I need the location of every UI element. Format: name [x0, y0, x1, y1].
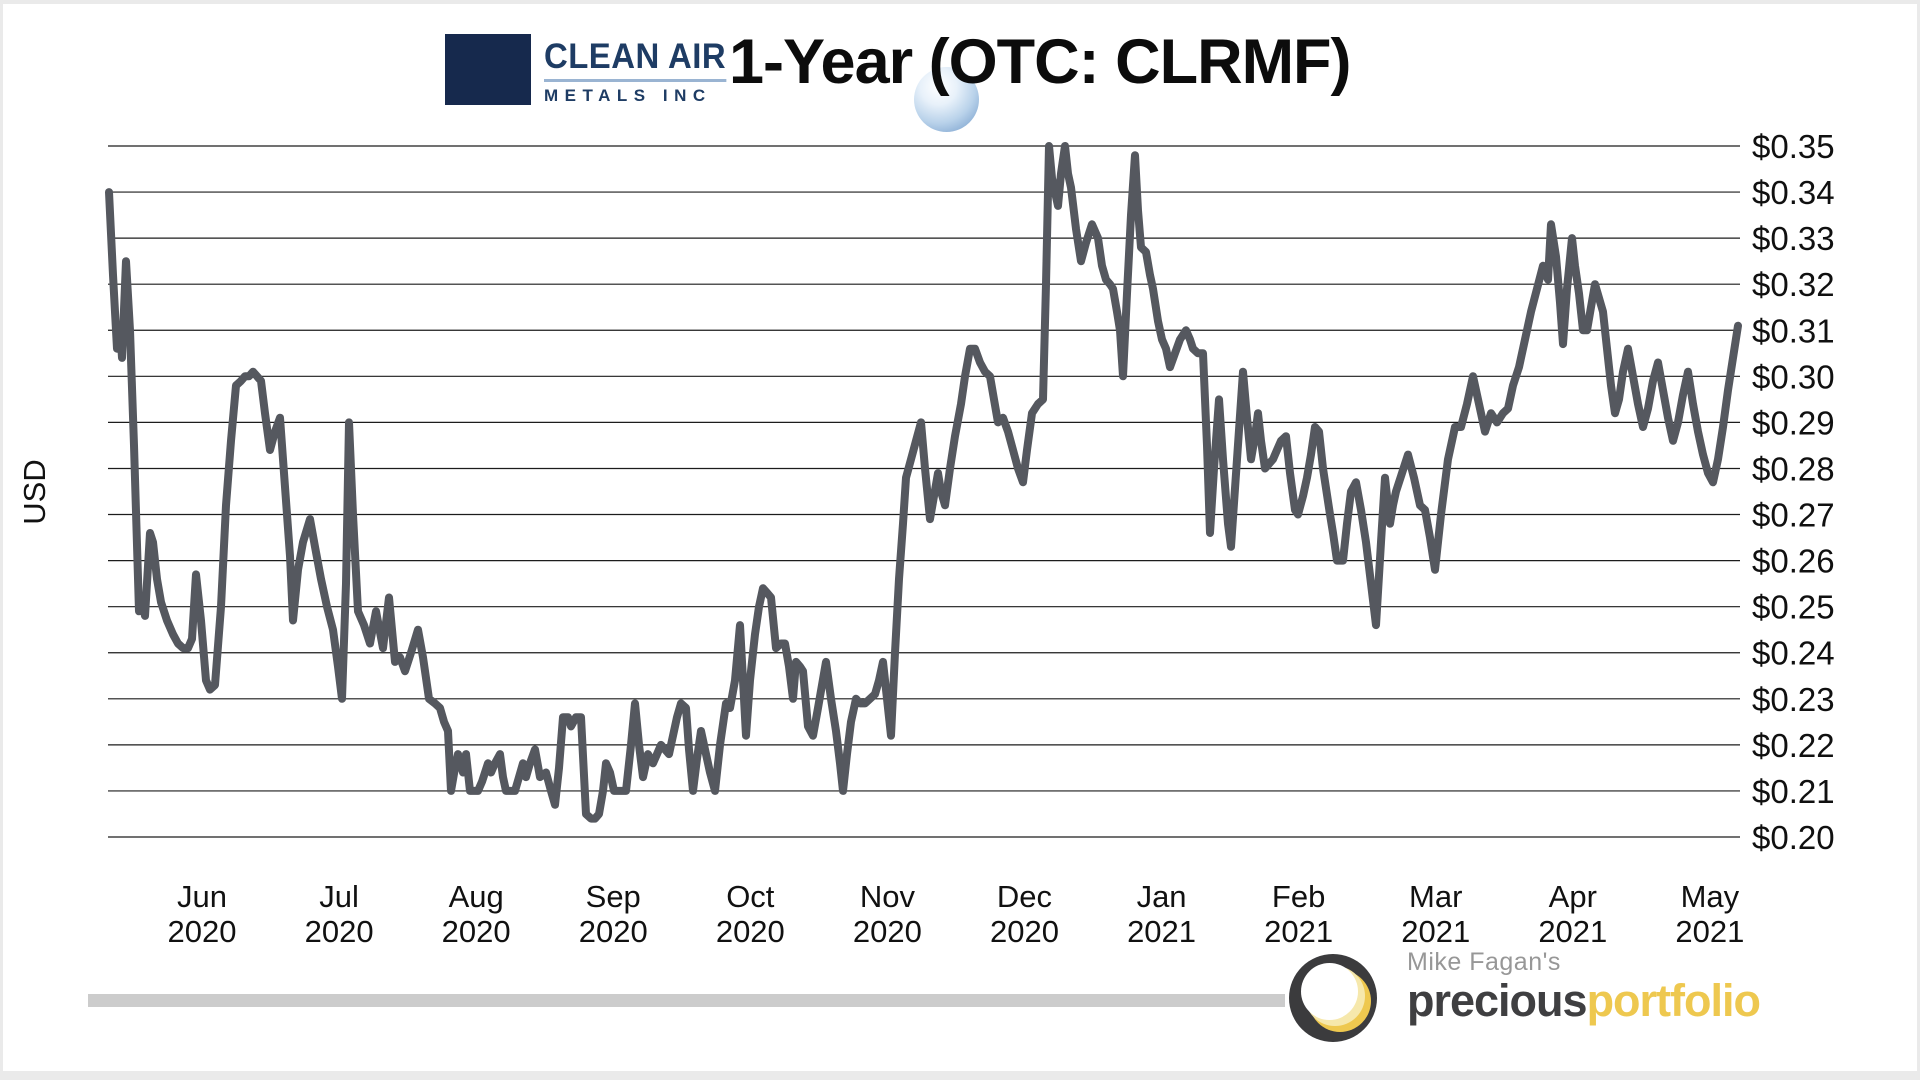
x-tick-label: Feb 2021	[1264, 879, 1333, 949]
price-line-series	[105, 142, 1742, 823]
y-tick-label: $0.22	[1752, 727, 1835, 764]
x-tick-label: May 2021	[1675, 879, 1744, 949]
y-tick-label: $0.24	[1752, 635, 1835, 672]
y-tick-label: $0.27	[1752, 497, 1835, 534]
y-axis-title: USD	[17, 459, 52, 524]
logo-text-block: CLEAN AIR METALS INC	[544, 37, 738, 106]
gridlines	[108, 145, 1740, 838]
brand-name: preciousportfolio	[1407, 975, 1761, 1026]
x-tick-label: Jan 2021	[1127, 879, 1196, 949]
x-axis-labels: Jun 2020 Jul 2020 Aug 2020 Sep 2020 Oct 2020 Nov 20…	[168, 879, 1745, 949]
y-axis-labels: $0.35 $0.34 $0.33 $0.32 $0.31 $0.30 $0.29 $0.28…	[1752, 128, 1835, 856]
x-tick-label: Sep 2020	[579, 879, 648, 949]
y-tick-label: $0.31	[1752, 312, 1835, 349]
y-tick-label: $0.26	[1752, 543, 1835, 580]
x-tick-label: Oct 2020	[716, 879, 785, 949]
x-tick-label: Jul 2020	[305, 879, 374, 949]
attribution-name: Mike Fagan's	[1407, 948, 1561, 976]
x-tick-label: Apr 2021	[1538, 879, 1607, 949]
y-tick-label: $0.29	[1752, 404, 1835, 441]
x-tick-label: Aug 2020	[442, 879, 511, 949]
logo-company-suffix: METALS INC	[544, 86, 712, 105]
clean-air-metals-logo	[445, 34, 979, 132]
precious-portfolio-crescent-icon	[1289, 954, 1377, 1042]
brand-part-portfolio: portfolio	[1586, 975, 1761, 1026]
x-tick-label: Jun 2020	[168, 879, 237, 949]
precious-portfolio-wordmark: Mike Fagan's preciousportfolio	[1407, 948, 1761, 1026]
footer-divider-bar	[88, 994, 1285, 1007]
y-tick-label: $0.35	[1752, 128, 1835, 165]
y-tick-label: $0.21	[1752, 773, 1835, 810]
y-tick-label: $0.20	[1752, 819, 1835, 856]
logo-company-name: CLEAN AIR	[544, 37, 727, 82]
y-tick-label: $0.30	[1752, 358, 1835, 395]
sphere-icon	[914, 67, 979, 132]
y-tick-label: $0.28	[1752, 450, 1835, 487]
x-tick-label: Nov 2020	[853, 879, 922, 949]
y-tick-label: $0.33	[1752, 220, 1835, 257]
y-tick-label: $0.34	[1752, 174, 1835, 211]
y-tick-label: $0.32	[1752, 266, 1835, 303]
price-chart: $0.35 $0.34 $0.33 $0.32 $0.31 $0.30 $0.29 $0.28…	[17, 128, 1835, 949]
brand-part-precious: precious	[1407, 975, 1588, 1026]
y-tick-label: $0.23	[1752, 681, 1835, 718]
page-title: 1-Year (OTC: CLRMF)	[729, 27, 1352, 97]
y-tick-label: $0.25	[1752, 589, 1835, 626]
x-tick-label: Dec 2020	[990, 879, 1059, 949]
x-tick-label: Mar 2021	[1401, 879, 1470, 949]
